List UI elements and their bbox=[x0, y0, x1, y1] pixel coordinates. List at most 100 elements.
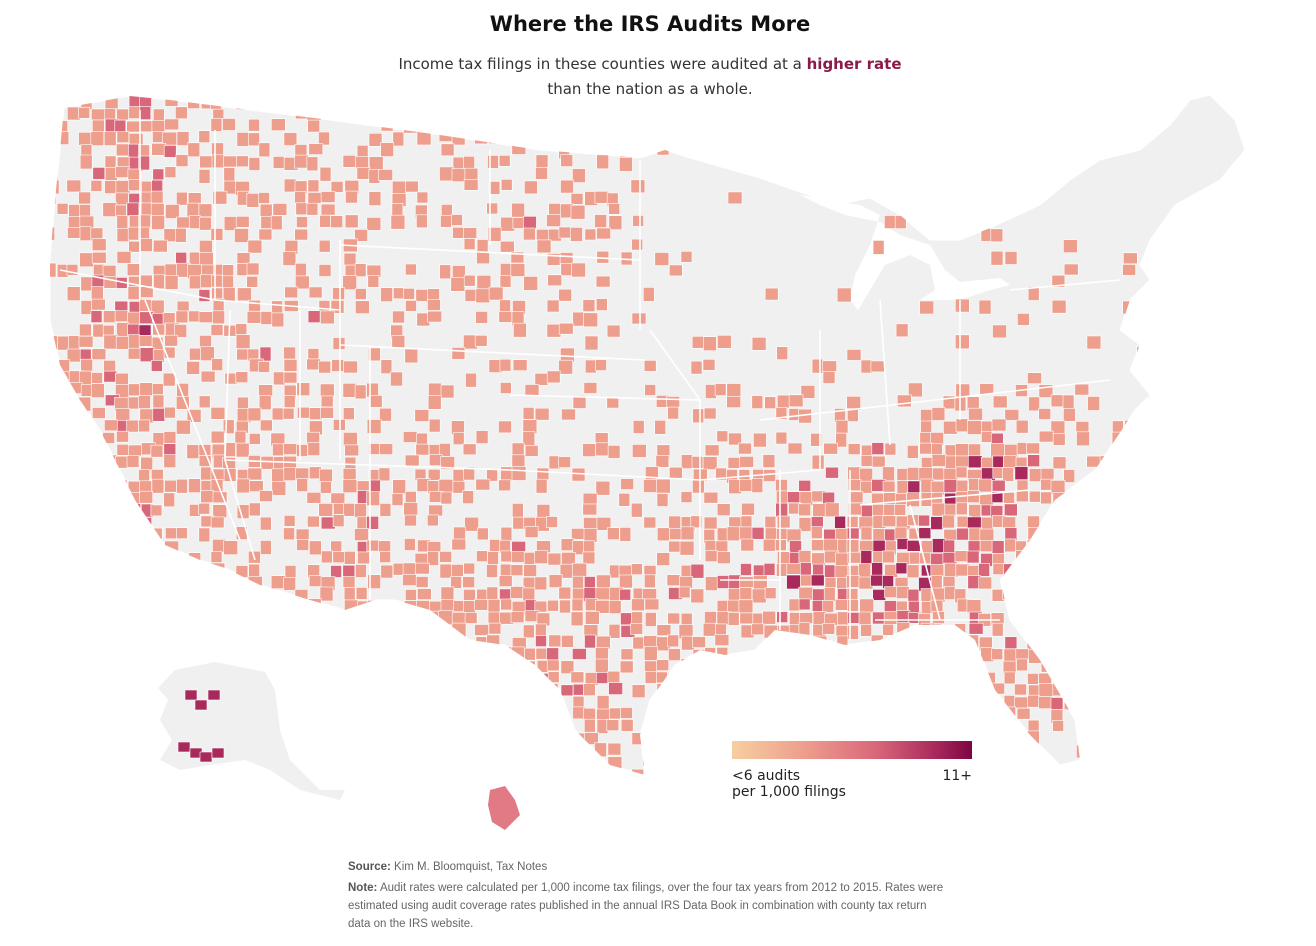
county-cell bbox=[956, 671, 968, 686]
county-cell bbox=[402, 574, 417, 586]
county-cell bbox=[355, 300, 370, 315]
source-text: Kim M. Bloomquist, Tax Notes bbox=[394, 861, 548, 873]
county-cell bbox=[55, 480, 69, 494]
county-cell bbox=[222, 287, 236, 302]
county-cell bbox=[548, 574, 563, 588]
county-cell bbox=[114, 310, 129, 323]
county-cell bbox=[296, 216, 308, 228]
county-cell bbox=[210, 95, 222, 110]
county-cell bbox=[739, 660, 752, 675]
county-cell bbox=[536, 504, 551, 518]
county-cell bbox=[1063, 469, 1075, 483]
county-cell bbox=[67, 514, 80, 527]
county-cell bbox=[81, 540, 93, 556]
county-cell bbox=[1206, 707, 1221, 719]
county-cell bbox=[644, 612, 657, 627]
county-cell bbox=[992, 395, 1008, 409]
county-cell bbox=[667, 720, 679, 734]
county-cell bbox=[198, 169, 211, 184]
county-cell bbox=[524, 445, 539, 457]
county-cell bbox=[631, 768, 645, 775]
county-cell bbox=[272, 203, 288, 216]
county-cell bbox=[416, 107, 429, 120]
county-cell bbox=[307, 348, 320, 360]
county-cell bbox=[258, 192, 270, 204]
county-cell bbox=[835, 432, 848, 448]
county-cell bbox=[1052, 456, 1067, 470]
county-cell bbox=[186, 202, 200, 218]
county-cell bbox=[726, 684, 740, 697]
county-cell bbox=[560, 347, 575, 363]
county-cell bbox=[319, 660, 333, 675]
county-cell bbox=[1219, 611, 1231, 626]
county-cell bbox=[499, 695, 513, 707]
county-cell bbox=[980, 420, 994, 433]
county-cell bbox=[702, 358, 716, 371]
county-cell bbox=[763, 624, 779, 639]
county-cell bbox=[403, 671, 417, 685]
county-cell bbox=[246, 193, 260, 208]
county-cell bbox=[258, 142, 271, 158]
county-cell bbox=[210, 228, 224, 241]
county-cell bbox=[343, 550, 356, 565]
county-cell bbox=[67, 563, 82, 579]
county-cell bbox=[380, 142, 394, 157]
county-cell bbox=[427, 541, 442, 553]
county-cell bbox=[1170, 419, 1183, 432]
county-cell bbox=[764, 515, 777, 530]
county-cell bbox=[558, 359, 573, 375]
county-cell bbox=[390, 695, 403, 709]
county-cell bbox=[1171, 457, 1185, 472]
county-cell bbox=[631, 444, 647, 458]
county-cell bbox=[1041, 768, 1056, 775]
county-cell bbox=[546, 370, 561, 384]
county-cell bbox=[1076, 538, 1091, 552]
source-label: Source: bbox=[348, 861, 391, 873]
county-cell bbox=[90, 131, 105, 146]
county-cell bbox=[848, 119, 861, 134]
county-cell bbox=[739, 456, 754, 468]
county-cell bbox=[499, 708, 515, 720]
county-cell bbox=[224, 442, 236, 457]
county-cell bbox=[822, 600, 834, 613]
county-cell bbox=[104, 180, 117, 194]
county-cell bbox=[1063, 695, 1079, 711]
county-cell bbox=[296, 478, 309, 492]
county-cell bbox=[283, 443, 298, 455]
county-cell bbox=[1074, 648, 1086, 663]
county-cell bbox=[270, 575, 286, 590]
county-cell bbox=[678, 586, 691, 599]
county-cell bbox=[211, 747, 225, 759]
county-cell bbox=[1184, 276, 1200, 288]
county-cell bbox=[90, 310, 103, 323]
county-cell bbox=[283, 515, 296, 527]
county-cell bbox=[942, 658, 955, 674]
county-cell bbox=[510, 263, 526, 277]
county-cell bbox=[128, 383, 140, 397]
county-cell bbox=[859, 598, 875, 614]
county-cell bbox=[570, 132, 586, 145]
county-cell bbox=[1015, 118, 1029, 131]
county-cell bbox=[1017, 313, 1030, 326]
county-cell bbox=[1002, 574, 1015, 590]
county-cell bbox=[1038, 623, 1051, 638]
county-cell bbox=[1195, 406, 1207, 420]
county-cell bbox=[235, 216, 250, 228]
county-cell bbox=[835, 625, 849, 637]
county-cell bbox=[176, 478, 188, 494]
county-cell bbox=[584, 335, 599, 351]
county-cell bbox=[139, 517, 152, 531]
county-cell bbox=[366, 491, 381, 507]
county-cell bbox=[583, 312, 599, 328]
county-cell bbox=[570, 671, 585, 684]
county-cell bbox=[536, 766, 549, 775]
county-cell bbox=[918, 527, 932, 539]
county-cell bbox=[825, 466, 839, 479]
county-cell bbox=[1207, 684, 1219, 699]
county-cell bbox=[368, 191, 382, 206]
county-cell bbox=[126, 623, 141, 637]
county-cell bbox=[294, 275, 310, 290]
county-cell bbox=[331, 359, 345, 372]
county-cell bbox=[416, 600, 430, 613]
county-cell bbox=[164, 95, 179, 107]
